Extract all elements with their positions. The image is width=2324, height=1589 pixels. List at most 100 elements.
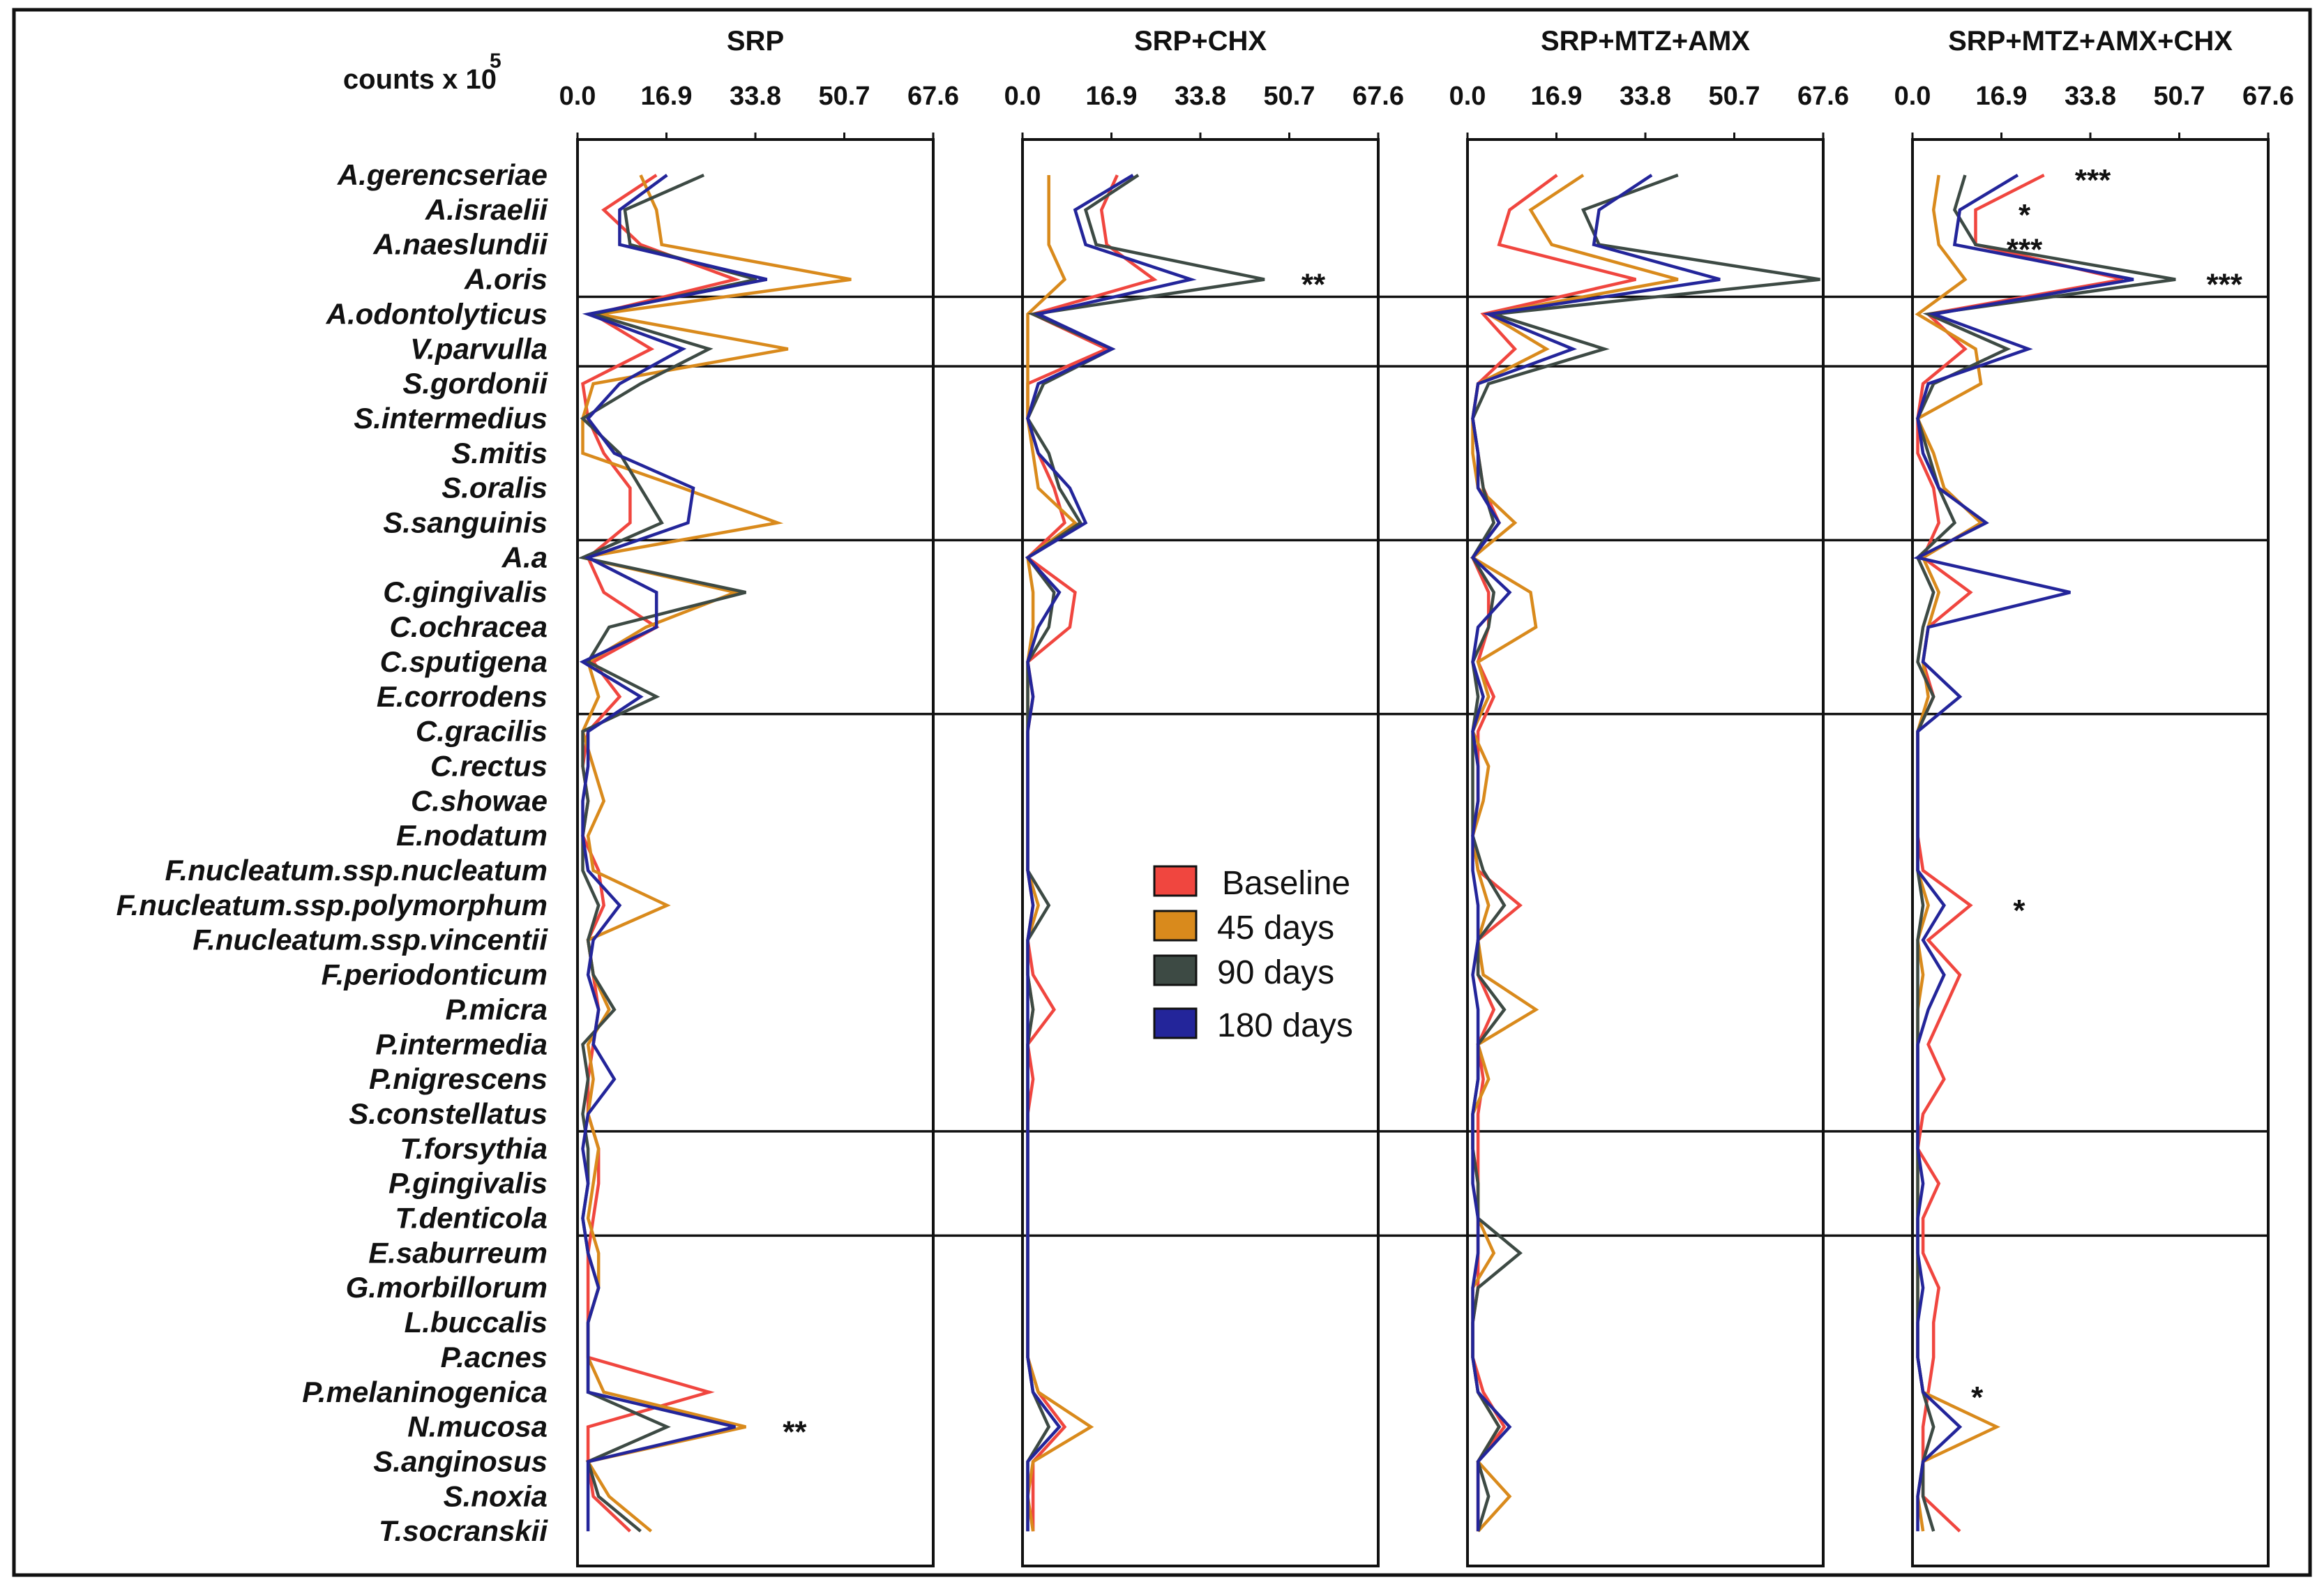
panel-title-srp: SRP (727, 26, 784, 57)
panel-frame (1911, 138, 2270, 1567)
x-tick-label: 16.9 (1531, 82, 1583, 111)
species-label: P.gingivalis (388, 1167, 548, 1200)
species-label: C.rectus (430, 749, 548, 782)
species-label: P.micra (446, 993, 548, 1025)
significance-marker: * (2013, 894, 2025, 928)
x-tick-label: 67.6 (907, 82, 959, 111)
series-line-baseline-srp-mtz-amx-chx (1916, 173, 2124, 1532)
legend-label-180-days: 180 days (1217, 1007, 1353, 1044)
species-label: T.forsythia (400, 1132, 548, 1165)
panel-frame (1021, 138, 1380, 1567)
legend-swatch-180-days (1153, 1007, 1198, 1039)
panel-srp: SRP 0.0 16.9 33.8 50.7 67.6 ** (559, 26, 1023, 1567)
x-tick-label: 67.6 (1352, 82, 1404, 111)
x-tick-label: 0.0 (1449, 82, 1486, 111)
panel-title-srp-mtz-amx: SRP+MTZ+AMX (1541, 26, 1750, 57)
x-tick-label: 50.7 (2154, 82, 2205, 111)
x-tick-label: 16.9 (641, 82, 693, 111)
x-tick-label: 0.0 (559, 82, 596, 111)
panel-srp-mtz-amx: SRP+MTZ+AMX 0.0 16.9 33.8 50.7 67.6 (1449, 26, 1912, 1567)
x-tick-label: 33.8 (1620, 82, 1671, 111)
species-label: C.gracilis (416, 715, 548, 748)
species-label: S.anginosus (373, 1445, 548, 1477)
species-label: S.noxia (444, 1479, 548, 1512)
series-line-baseline-srp (581, 174, 741, 1532)
significance-marker: *** (2075, 163, 2111, 197)
x-tick-label: 33.8 (730, 82, 781, 111)
panel-title-srp-chx: SRP+CHX (1134, 26, 1267, 57)
x-tick-label: 33.8 (2065, 82, 2116, 111)
series-line-180-days-srp-chx (1025, 174, 1197, 1532)
species-label: G.morbillorum (346, 1271, 548, 1304)
species-label: N.mucosa (407, 1410, 548, 1443)
significance-marker: *** (2207, 268, 2243, 302)
species-label: A.odontolyticus (326, 297, 548, 330)
significance-marker: ** (1301, 268, 1326, 302)
legend-label-baseline: Baseline (1222, 865, 1350, 902)
species-label: C.gingivalis (383, 575, 548, 608)
species-label: S.constellatus (349, 1097, 548, 1130)
x-tick-label: 0.0 (1004, 82, 1041, 111)
species-label: S.sanguinis (383, 506, 548, 539)
series-line-90-days-srp (578, 173, 757, 1532)
series-line-180-days-srp-mtz-amx-chx (1912, 174, 2134, 1532)
panel-srp-chx: SRP+CHX 0.0 16.9 33.8 50.7 67.6 ** (1004, 26, 1467, 1567)
series-line-180-days-srp (579, 174, 768, 1532)
species-label: A.naeslundii (372, 228, 548, 261)
species-label: S.oralis (442, 472, 548, 504)
legend-swatch-45-days (1153, 910, 1198, 942)
species-label: S.intermedius (354, 402, 548, 435)
significance-marker: * (2019, 198, 2031, 232)
species-label: S.mitis (451, 437, 548, 469)
significance-marker: ** (783, 1415, 807, 1449)
legend-swatch-90-days (1153, 954, 1198, 986)
panel-title-srp-mtz-amx-chx: SRP+MTZ+AMX+CHX (1948, 26, 2233, 57)
species-label: P.intermedia (375, 1027, 548, 1060)
panel-frame (576, 138, 935, 1567)
series-line-90-days-srp-mtz-amx-chx (1915, 174, 2176, 1532)
legend-swatch-baseline (1153, 865, 1198, 897)
species-labels: A.gerencseriaeA.israeliiA.naeslundiiA.or… (116, 158, 549, 1547)
x-tick-label: 50.7 (819, 82, 870, 111)
species-label: A.oris (464, 263, 548, 296)
series-line-180-days-srp-mtz-amx (1470, 174, 1721, 1532)
species-label: F.nucleatum.ssp.polymorphum (116, 889, 548, 921)
species-label: C.ochracea (390, 610, 548, 643)
species-label: E.corrodens (377, 680, 548, 713)
species-label: S.gordonii (402, 367, 548, 400)
panel-frame (1466, 138, 1825, 1567)
x-tick-label: 16.9 (1086, 82, 1138, 111)
species-label: F.periodonticum (322, 958, 548, 991)
species-label: C.sputigena (380, 645, 548, 678)
series-line-45-days-srp (581, 174, 852, 1532)
species-label: A.israelii (425, 193, 548, 226)
figure-frame (12, 8, 2312, 1577)
species-label: E.saburreum (368, 1236, 548, 1269)
species-label: A.a (501, 541, 548, 573)
species-label: P.melaninogenica (302, 1376, 548, 1408)
species-label: F.nucleatum.ssp.vincentii (193, 924, 548, 956)
legend: Baseline 45 days 90 days 180 days (1153, 865, 1353, 1044)
species-label: L.buccalis (405, 1306, 548, 1339)
species-label: V.parvulla (410, 332, 548, 365)
x-tick-label: 67.6 (2242, 82, 2294, 111)
legend-label-45-days: 45 days (1217, 910, 1334, 947)
x-tick-label: 0.0 (1894, 82, 1931, 111)
units-label: counts x 10 (343, 64, 497, 95)
units-exponent: 5 (490, 50, 501, 73)
series-line-baseline-srp-mtz-amx (1470, 174, 1636, 1532)
legend-label-90-days: 90 days (1217, 954, 1334, 991)
x-tick-label: 50.7 (1264, 82, 1315, 111)
species-label: T.denticola (395, 1202, 548, 1235)
species-label: F.nucleatum.ssp.nucleatum (165, 854, 548, 887)
species-label: T.socranskii (379, 1514, 548, 1547)
species-label: A.gerencseriae (337, 158, 548, 191)
series-line-90-days-srp-chx (1025, 174, 1265, 1532)
x-tick-label: 67.6 (1797, 82, 1849, 111)
series-line-90-days-srp-mtz-amx (1470, 173, 1820, 1532)
significance-marker: *** (2007, 233, 2043, 267)
species-label: E.nodatum (396, 819, 548, 852)
